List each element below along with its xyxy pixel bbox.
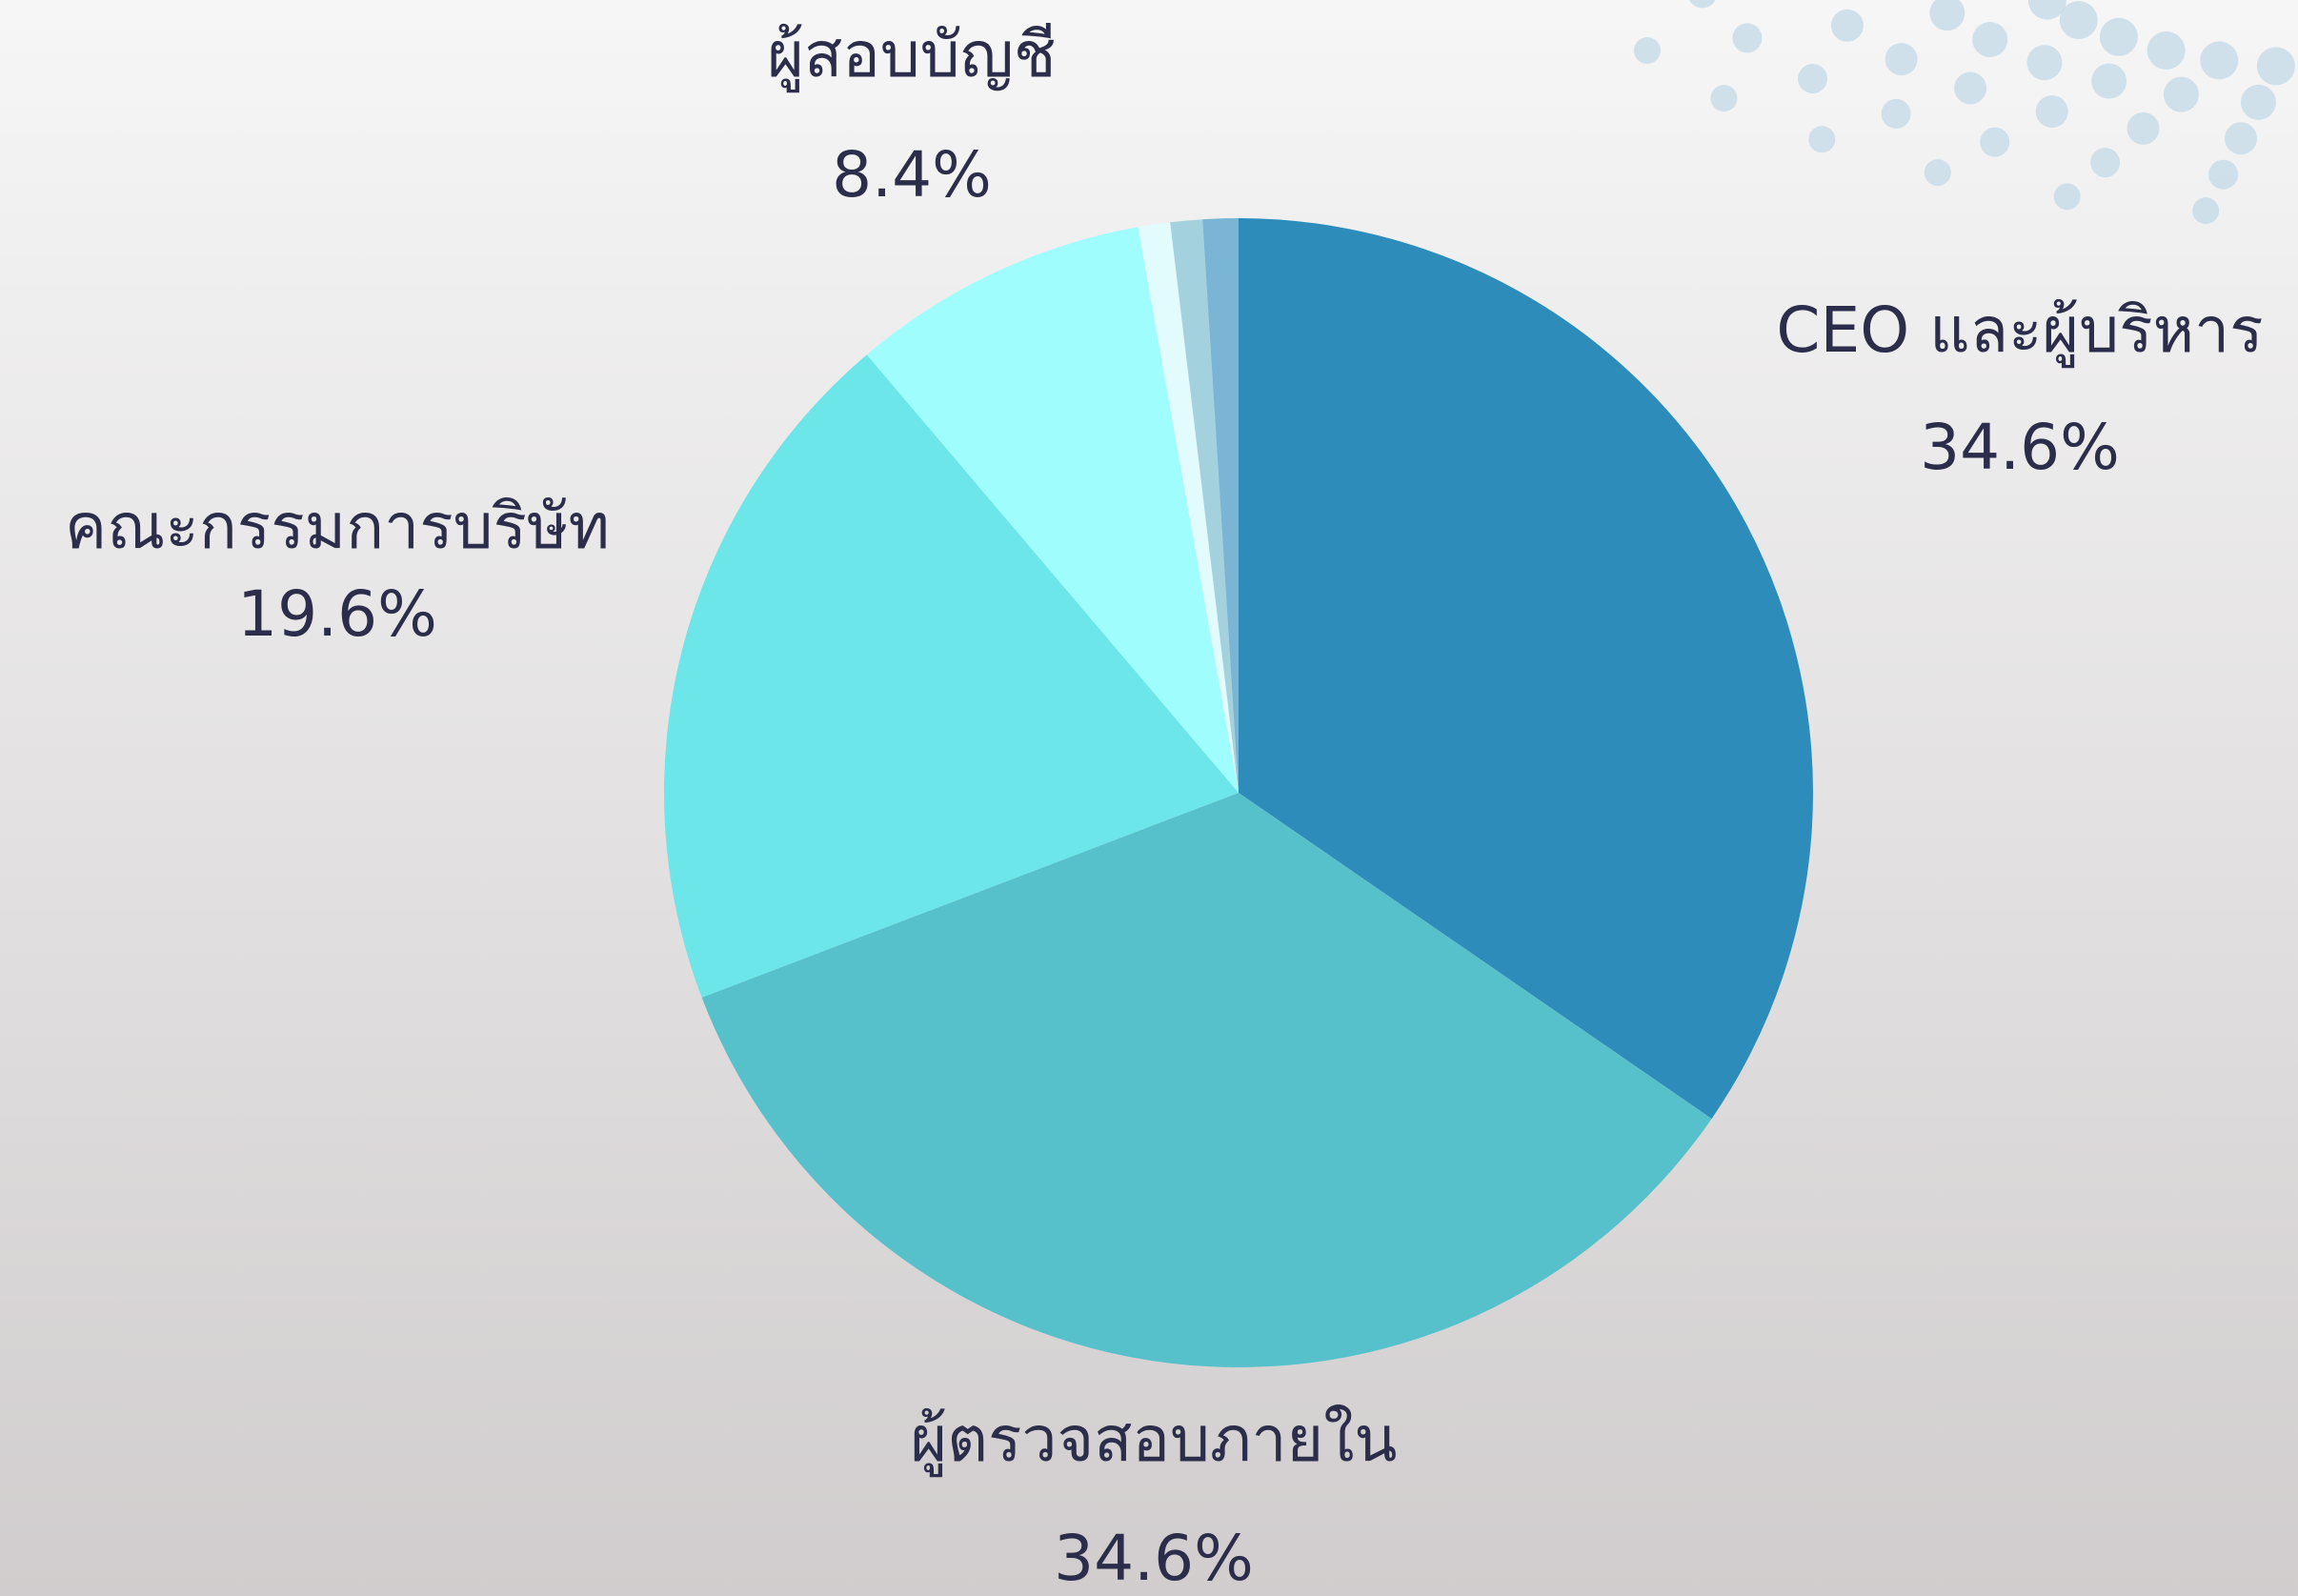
dot [2163, 76, 2199, 112]
dot [1689, 0, 1716, 9]
slice-label: คณะกรรมการบริษัท [65, 490, 610, 563]
dot [1885, 43, 1918, 76]
dot [2053, 183, 2081, 211]
dot [1881, 98, 1911, 129]
dot [1808, 126, 1836, 153]
dot [1830, 9, 1864, 42]
dot [2091, 63, 2127, 99]
dot [2090, 148, 2121, 178]
dot [1798, 64, 1828, 94]
dot [2026, 45, 2063, 81]
dot [1633, 37, 1661, 65]
pie-slice [1138, 222, 1239, 793]
dot [1710, 85, 1738, 112]
dot [1929, 0, 1965, 31]
decoration [1633, 0, 2295, 225]
dot [2225, 122, 2258, 155]
pie-slice [1239, 218, 1814, 1120]
pie-slice [1202, 218, 1239, 793]
value-label: 8.4% [832, 138, 992, 212]
dot [1972, 22, 2008, 58]
slice-label: CEO และผู้บริหาร [1776, 293, 2263, 369]
value-label: 34.6% [1054, 1522, 1254, 1595]
value-label: 19.6% [237, 577, 437, 651]
dot [1954, 71, 1987, 105]
dot [2147, 31, 2186, 71]
dot [2127, 111, 2160, 145]
dot [2208, 159, 2239, 190]
dot [2027, 0, 2066, 20]
dot [2059, 1, 2098, 40]
dot [2256, 47, 2295, 86]
dot [1732, 23, 1763, 53]
pie-slice [663, 354, 1239, 998]
dot [2035, 95, 2068, 129]
dot [2099, 17, 2138, 56]
slice-label: ผู้ตรวจสอบภายใน [910, 1403, 1397, 1478]
dot [1980, 127, 2010, 157]
value-label: 34.6% [1920, 411, 2120, 484]
dot [2200, 41, 2239, 80]
pie-slice [866, 227, 1239, 793]
slice-label: ผู้สอบบัญชี [767, 18, 1056, 93]
dot [2192, 197, 2220, 225]
pie-slice [1170, 219, 1239, 793]
dot [2240, 84, 2276, 120]
pie-slice [701, 793, 1712, 1368]
pie [663, 218, 1814, 1368]
dot [1924, 159, 1951, 187]
